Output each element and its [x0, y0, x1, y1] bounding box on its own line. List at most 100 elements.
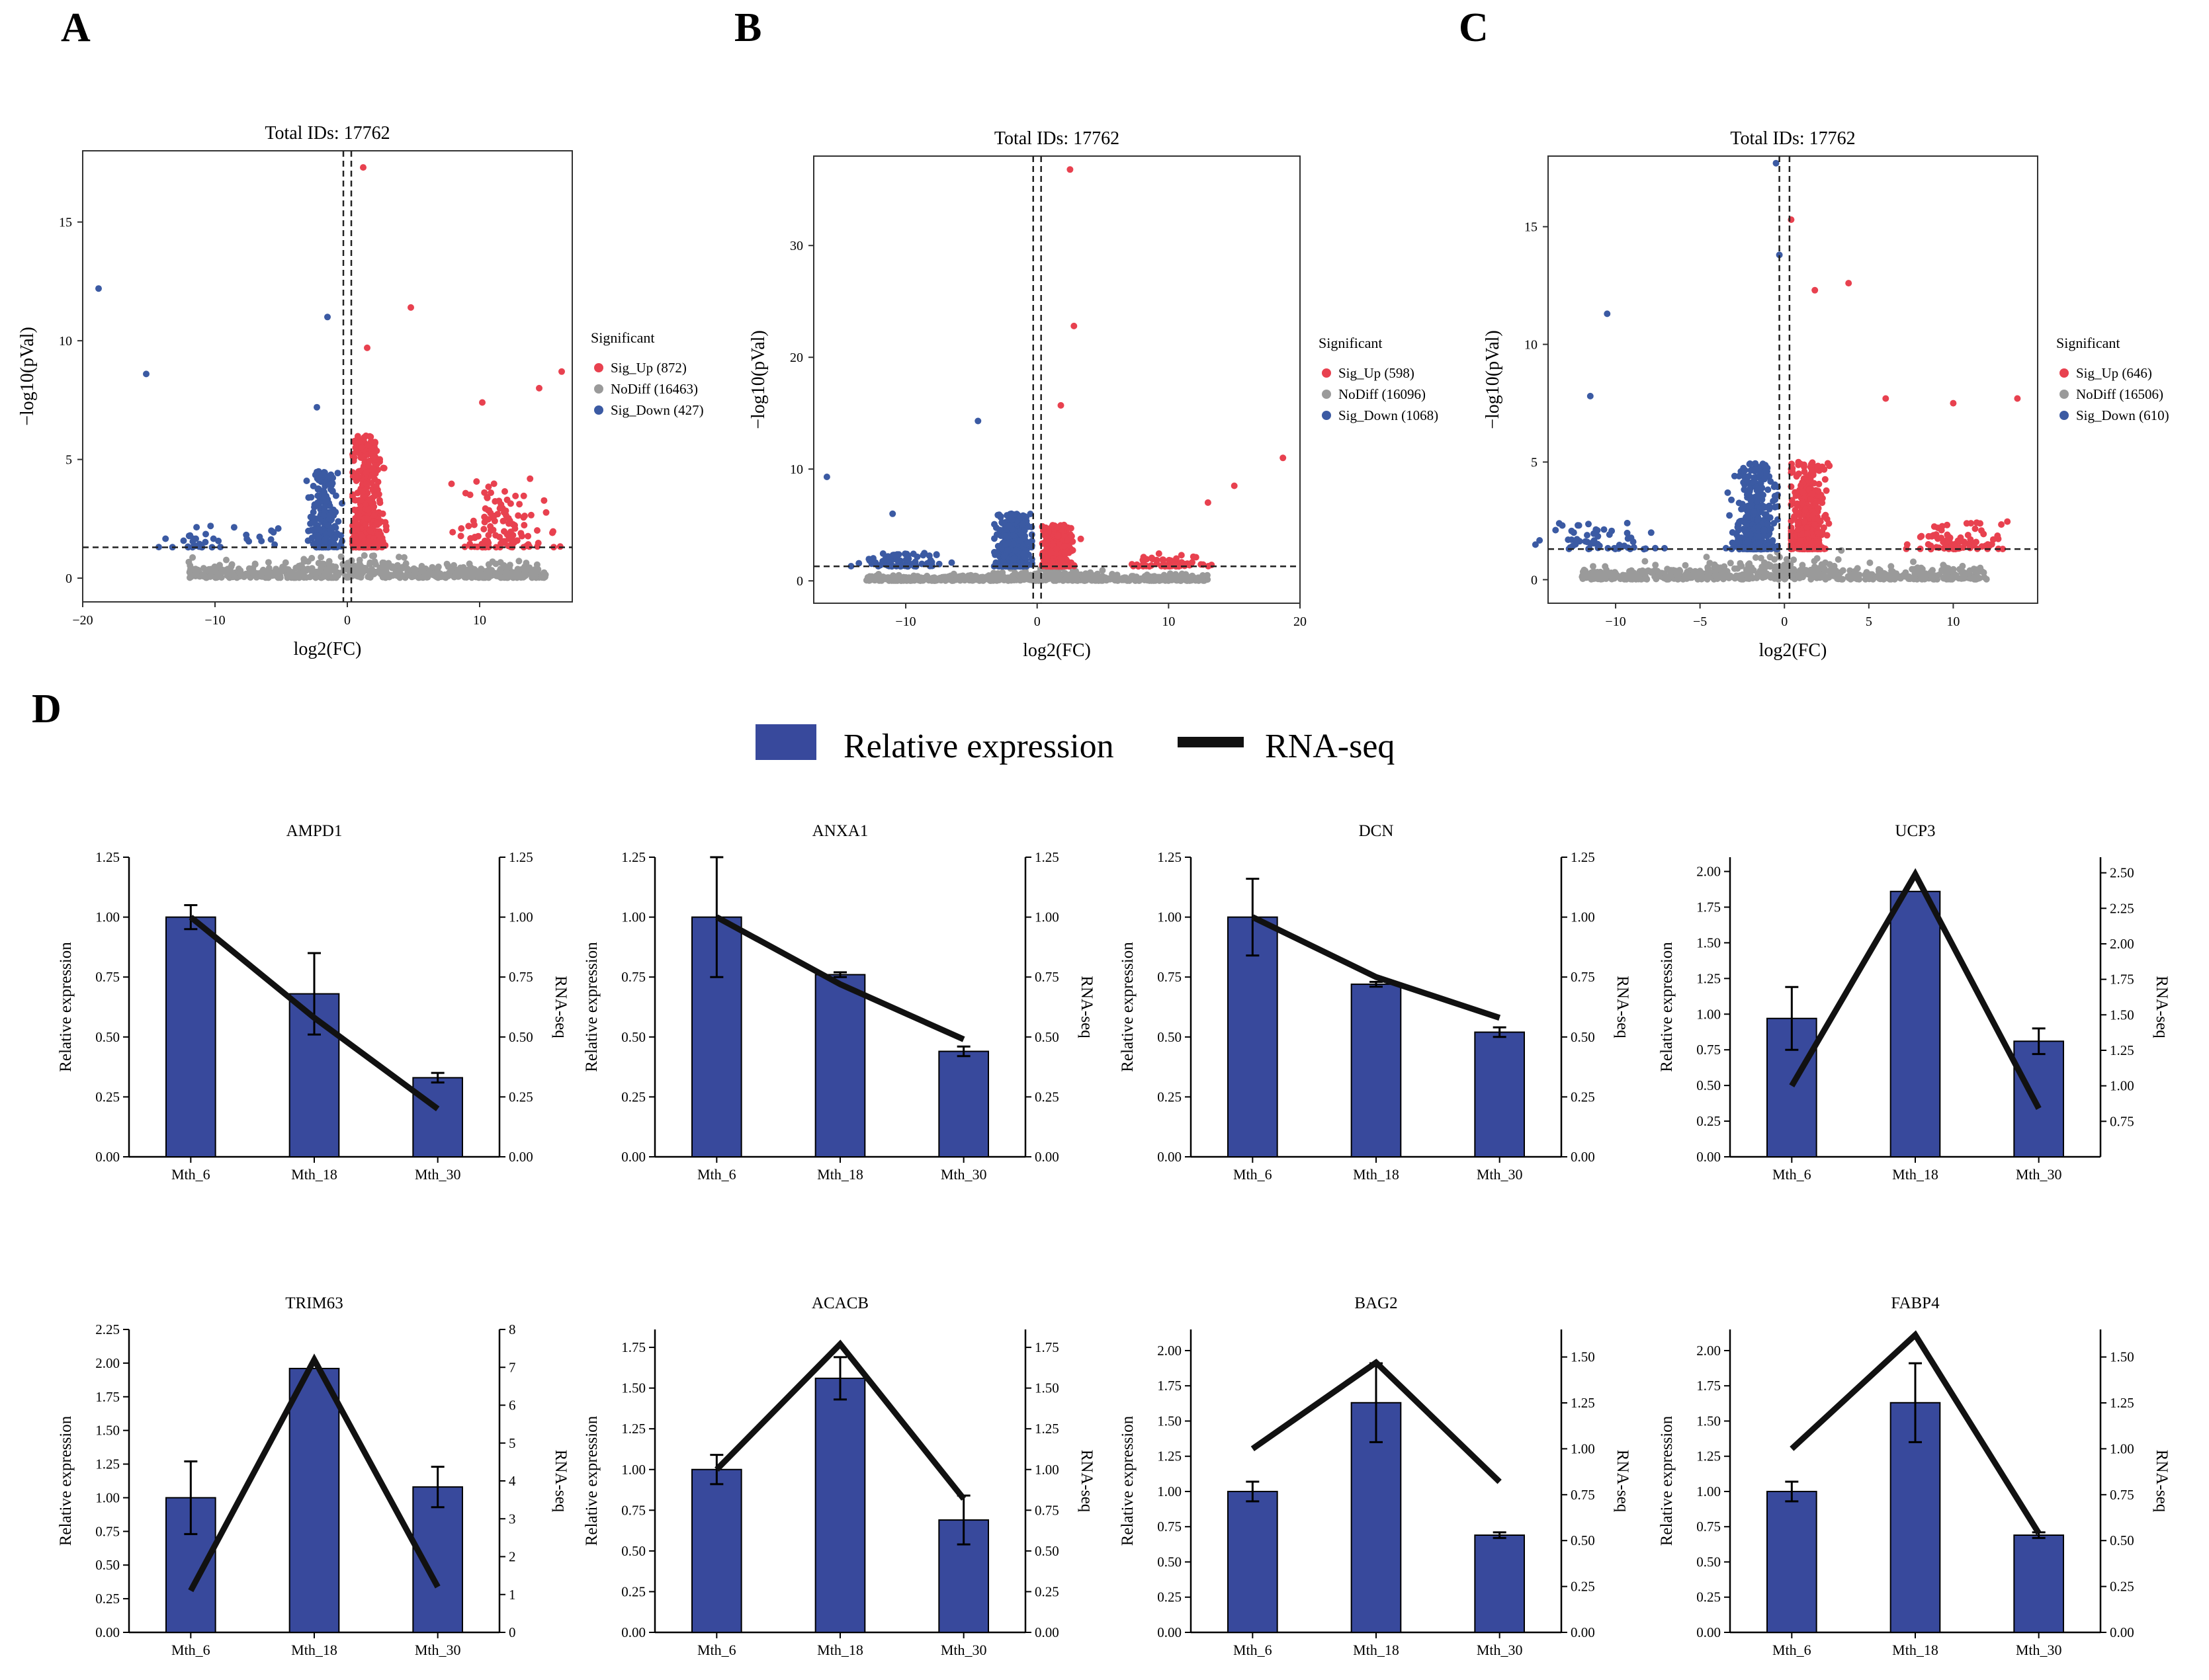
point-nodiff	[401, 554, 408, 561]
point-down	[1735, 472, 1743, 480]
point-down	[1745, 491, 1753, 498]
point-up	[370, 512, 378, 519]
point-down	[889, 510, 896, 517]
point-down	[1008, 512, 1016, 519]
point-up	[1788, 517, 1795, 525]
point-nodiff	[1771, 556, 1778, 563]
point-up	[349, 451, 356, 458]
point-down	[322, 538, 328, 545]
point-up	[351, 506, 358, 513]
point-up	[1821, 466, 1828, 473]
point-nodiff	[396, 574, 404, 581]
point-up	[499, 517, 507, 525]
point-down	[314, 526, 321, 533]
point-down	[1027, 511, 1034, 517]
point-nodiff	[298, 570, 305, 577]
point-nodiff	[1184, 576, 1190, 583]
point-nodiff	[263, 573, 271, 581]
point-down	[324, 314, 331, 321]
point-up	[1825, 520, 1833, 527]
point-up	[520, 514, 527, 521]
point-nodiff	[523, 566, 531, 573]
point-up	[1794, 526, 1801, 533]
point-nodiff	[1983, 575, 1990, 583]
point-nodiff	[532, 571, 539, 578]
point-nodiff	[1846, 571, 1854, 579]
point-nodiff	[1737, 575, 1745, 581]
point-down	[975, 417, 982, 425]
point-down	[879, 560, 887, 567]
point-up	[1792, 492, 1799, 499]
point-up	[490, 480, 498, 487]
point-down	[314, 475, 321, 482]
point-up	[1800, 461, 1807, 468]
point-up	[1807, 496, 1815, 503]
point-nodiff	[1941, 575, 1948, 582]
point-up	[471, 534, 478, 542]
point-down	[332, 492, 339, 499]
point-up	[1801, 507, 1809, 514]
point-up	[457, 532, 464, 540]
point-nodiff	[368, 566, 375, 573]
point-up	[1155, 550, 1162, 557]
point-nodiff	[1612, 569, 1619, 577]
legend-label: Sig_Down (1068)	[1338, 407, 1438, 423]
point-nodiff	[1783, 567, 1790, 574]
point-down	[996, 526, 1004, 534]
point-up	[527, 511, 535, 519]
point-nodiff	[1199, 575, 1206, 582]
point-nodiff	[395, 568, 402, 575]
point-nodiff	[359, 569, 367, 576]
point-down	[322, 498, 329, 505]
point-up	[458, 525, 465, 532]
point-down	[1741, 466, 1749, 474]
point-down	[1764, 486, 1772, 493]
point-nodiff	[1781, 575, 1788, 583]
y-tick-label: 5	[65, 453, 72, 468]
point-nodiff	[486, 570, 493, 577]
point-down	[217, 544, 224, 551]
point-up	[484, 516, 492, 523]
point-nodiff	[1676, 573, 1684, 580]
point-down	[1629, 538, 1637, 546]
point-nodiff	[1153, 576, 1160, 583]
point-down	[321, 492, 328, 499]
point-nodiff	[523, 560, 530, 567]
y-axis-label: −log10(pVal)	[748, 330, 769, 429]
point-up	[2014, 395, 2021, 402]
x-tick-label: 10	[1162, 614, 1175, 629]
point-up	[1045, 528, 1052, 535]
point-nodiff	[1804, 571, 1811, 577]
point-down	[207, 523, 214, 530]
point-up	[488, 489, 494, 496]
point-up	[516, 501, 523, 508]
point-nodiff	[344, 560, 351, 567]
point-nodiff	[228, 561, 236, 568]
point-nodiff	[1756, 567, 1764, 575]
point-down	[270, 528, 277, 536]
point-nodiff	[1003, 576, 1010, 583]
point-up	[1814, 505, 1821, 512]
point-up	[1815, 480, 1823, 487]
y-tick-label: 30	[790, 239, 803, 253]
point-down	[1025, 523, 1032, 530]
point-nodiff	[259, 569, 267, 576]
point-down	[155, 544, 162, 551]
point-up	[1823, 487, 1830, 494]
point-nodiff	[1055, 575, 1062, 583]
point-up	[365, 462, 372, 469]
point-up	[1950, 399, 1957, 407]
point-nodiff	[1649, 569, 1657, 576]
point-down	[1751, 508, 1758, 515]
point-nodiff	[1099, 567, 1106, 574]
point-up	[449, 528, 456, 536]
point-up	[1039, 540, 1046, 547]
point-nodiff	[1097, 575, 1104, 583]
legend-marker	[594, 384, 603, 394]
point-up	[1801, 518, 1808, 525]
point-nodiff	[236, 570, 243, 577]
point-up	[1166, 556, 1173, 564]
point-down	[243, 535, 251, 542]
point-up	[1789, 468, 1796, 476]
point-down	[991, 548, 998, 556]
